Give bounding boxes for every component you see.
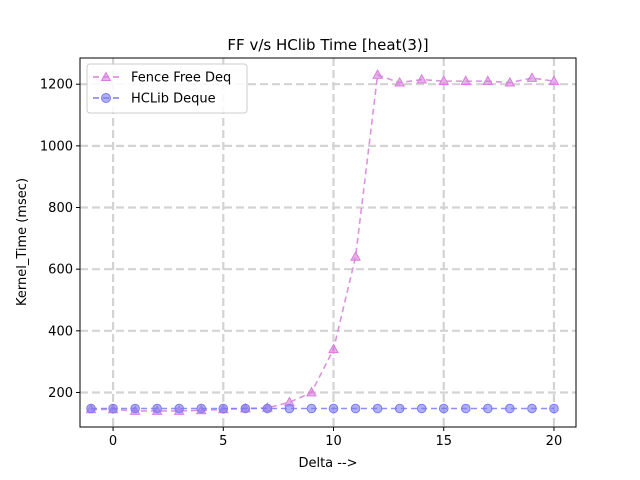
x-tick-label: 20 <box>546 434 563 449</box>
legend-label-fence-free: Fence Free Deq <box>131 71 231 86</box>
data-point-triangle <box>548 75 560 85</box>
data-point-circle <box>394 403 405 414</box>
y-tick-label: 200 <box>48 386 73 401</box>
data-point-circle <box>284 403 295 414</box>
x-axis-label: Delta --> <box>298 456 357 471</box>
data-point-triangle <box>306 386 317 397</box>
data-point-triangle <box>460 75 472 85</box>
data-point-circle <box>262 403 273 414</box>
series-line-fence-free-deq <box>91 73 555 412</box>
data-point-circle <box>527 403 537 414</box>
legend-box <box>86 63 248 114</box>
ticks: 0 5 10 15 20 200 400 600 800 1000 1200 <box>40 78 562 449</box>
data-point-triangle <box>394 76 406 87</box>
data-point-triangle <box>438 75 450 85</box>
series-hclib-deque <box>86 403 559 414</box>
legend-marker-triangle-icon <box>100 71 112 81</box>
series-layer <box>85 69 560 415</box>
data-point-circle <box>174 403 184 414</box>
data-point-circle <box>460 403 471 414</box>
data-point-triangle <box>372 69 384 79</box>
data-point-circle <box>505 403 515 414</box>
data-point-circle <box>438 403 449 414</box>
y-tick-label: 1200 <box>40 78 73 93</box>
plot-frame <box>79 57 577 428</box>
data-point-circle <box>240 403 251 414</box>
data-point-circle <box>549 403 559 414</box>
grid <box>80 58 576 427</box>
chart-title: FF v/s HClib Time [heat(3)] <box>227 36 428 54</box>
data-point-circle <box>196 403 207 414</box>
data-point-circle <box>372 403 383 414</box>
data-point-circle <box>328 403 339 414</box>
x-tick-label: 10 <box>325 434 342 449</box>
legend: Fence Free Deq HCLib Deque <box>86 63 248 114</box>
data-point-circle <box>130 403 140 414</box>
y-tick-label: 800 <box>48 201 73 216</box>
data-point-circle <box>86 403 96 414</box>
data-point-triangle <box>504 76 516 87</box>
y-tick-label: 1000 <box>40 139 73 154</box>
data-point-circle <box>218 403 229 414</box>
legend-label-hclib: HCLib Deque <box>131 92 216 107</box>
data-point-triangle <box>526 72 538 82</box>
data-point-circle <box>152 403 162 414</box>
data-point-triangle <box>328 343 339 354</box>
data-point-triangle <box>482 75 494 85</box>
legend-marker-circle-icon <box>101 93 111 103</box>
y-tick-label: 400 <box>48 324 73 339</box>
y-tick-label: 600 <box>48 263 73 278</box>
x-tick-label: 5 <box>219 434 227 449</box>
data-point-circle <box>416 403 427 414</box>
y-axis-label: Kernel_Time (msec) <box>15 178 30 306</box>
data-point-circle <box>306 403 317 414</box>
data-point-circle <box>483 403 493 414</box>
data-point-circle <box>350 403 361 414</box>
data-point-triangle <box>350 251 361 261</box>
data-point-circle <box>108 403 118 414</box>
x-tick-label: 15 <box>435 434 452 449</box>
x-tick-label: 0 <box>109 434 117 449</box>
data-point-triangle <box>416 73 428 84</box>
